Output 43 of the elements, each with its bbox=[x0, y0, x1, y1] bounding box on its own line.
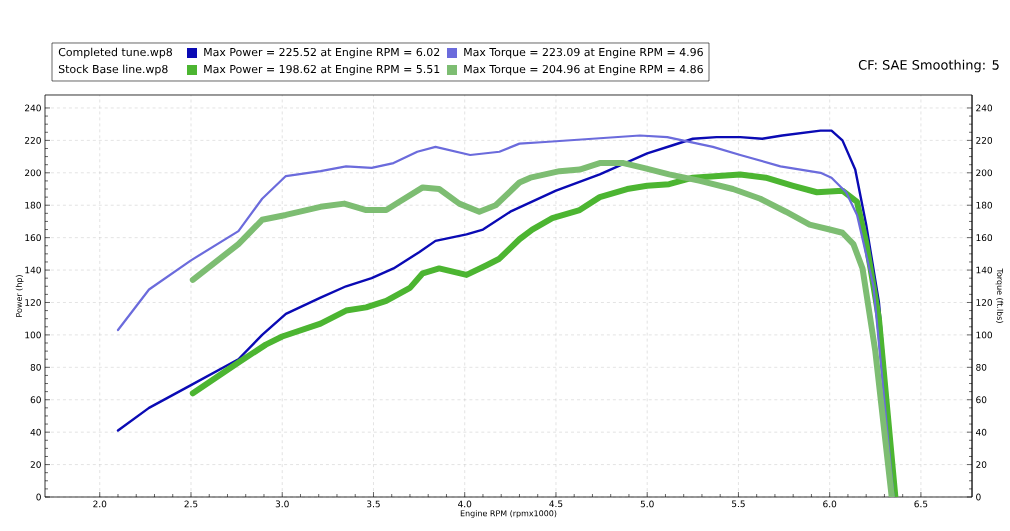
y-tick-label: 20 bbox=[30, 461, 41, 468]
x-tick-label: 5.0 bbox=[640, 500, 654, 508]
y-tick-label: 0 bbox=[36, 493, 41, 501]
y-tick-label: 40 bbox=[30, 428, 41, 436]
y-tick-label: 100 bbox=[25, 331, 41, 339]
y2-tick-label: 60 bbox=[976, 396, 987, 404]
legend-label: Max Power = 198.62 at Engine RPM = 5.51 bbox=[204, 64, 440, 76]
y2-tick-label: 180 bbox=[976, 201, 993, 209]
y-tick-label: 120 bbox=[25, 299, 41, 306]
y2-tick-label: 140 bbox=[976, 266, 993, 274]
y-tick-label: 140 bbox=[25, 266, 41, 274]
legend-label: Max Torque = 204.96 at Engine RPM = 4.86 bbox=[464, 64, 703, 76]
y-tick-label: 80 bbox=[30, 363, 41, 371]
text: Stock Base line.wp8 bbox=[58, 64, 168, 76]
y-tick-label: 180 bbox=[25, 201, 41, 209]
y2-tick-label: 240 bbox=[976, 104, 993, 112]
x-tick-label: 3.0 bbox=[275, 500, 289, 508]
y2-tick-label: 40 bbox=[975, 428, 987, 436]
y2-tick-label: 220 bbox=[976, 136, 993, 144]
x-tick-label: 3.5 bbox=[367, 500, 380, 508]
x-tick-label: 5.5 bbox=[731, 500, 745, 508]
y2-tick-label: 80 bbox=[976, 363, 987, 371]
y2-tick-label: 160 bbox=[976, 234, 993, 242]
y2-tick-label: 100 bbox=[976, 331, 993, 339]
y-tick-label: 240 bbox=[25, 104, 41, 112]
x-tick-label: 2.5 bbox=[184, 500, 198, 508]
x-tick-label: 4.0 bbox=[458, 500, 472, 508]
y2-tick-label: 0 bbox=[976, 493, 981, 501]
y2-tick-label: 200 bbox=[976, 169, 993, 177]
y-tick-label: 200 bbox=[25, 169, 41, 177]
y-tick-label: 160 bbox=[25, 234, 41, 242]
y2-tick-label: 120 bbox=[976, 299, 993, 306]
x-tick-label: 4.5 bbox=[549, 500, 563, 508]
x-tick-label: 6.5 bbox=[914, 500, 928, 508]
x-tick-label: 2.0 bbox=[93, 500, 107, 508]
legend-label: Max Torque = 223.09 at Engine RPM = 4.96 bbox=[464, 47, 703, 59]
x-tick-label: 6.0 bbox=[823, 500, 837, 508]
text: Completed tune.wp8 bbox=[58, 47, 172, 59]
y2-tick-label: 20 bbox=[976, 461, 987, 468]
y-tick-label: 220 bbox=[25, 136, 41, 144]
y-tick-label: 60 bbox=[30, 396, 41, 404]
chart-subtitle: CF: SAE Smoothing: 5 bbox=[858, 59, 999, 73]
legend-label: Max Power = 225.52 at Engine RPM = 6.02 bbox=[204, 47, 440, 59]
